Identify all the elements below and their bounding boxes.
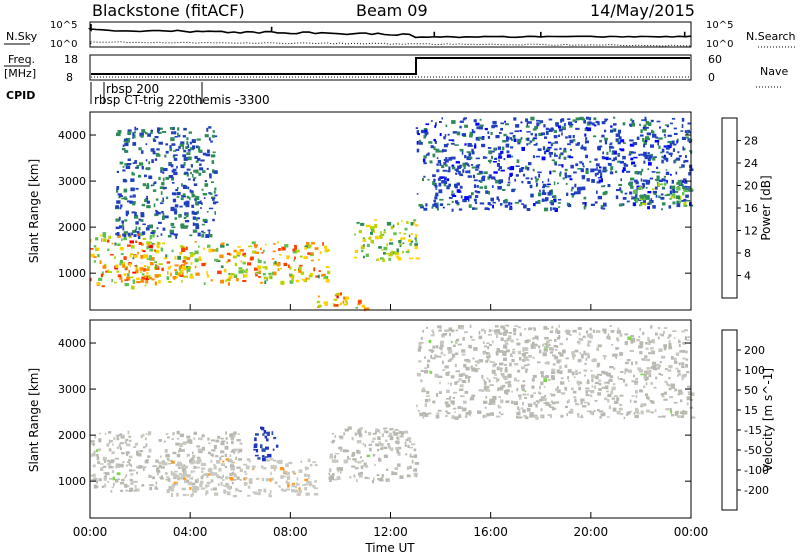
power-feature-4 <box>316 292 370 312</box>
nsky-tick-low: 10^0 <box>50 39 77 50</box>
date-title: 14/May/2015 <box>590 1 695 20</box>
cpid-label: CPID <box>6 89 35 102</box>
colorbar-tick-label: 100 <box>744 364 765 377</box>
colorbar-tick-label: -15 <box>744 424 762 437</box>
cpid-entry-2: rbsp CT-trig 220 <box>94 93 190 107</box>
cpid-entry-1: rbsp 200 <box>106 82 159 96</box>
freq-label: Freq. <box>8 53 35 66</box>
power-feature-2 <box>140 240 331 286</box>
nsearch-tick-low: 10^0 <box>706 39 733 50</box>
velocity-colorbar-label: Velocity [m s^-1] <box>761 368 775 472</box>
colorbar-tick-label: -50 <box>744 444 762 457</box>
nave-tick-high: 60 <box>708 53 722 66</box>
velocity-feature-2 <box>166 458 319 498</box>
velocity-ylabel: Slant Range [km] <box>27 368 41 472</box>
power-heatmap: 1000 2000 3000 4000 <box>58 111 694 312</box>
ytick-label: 2000 <box>58 221 86 234</box>
freq-trace <box>91 57 690 75</box>
freq-tick-low: 8 <box>66 71 73 84</box>
power-feature-1 <box>90 231 155 290</box>
colorbar-tick-label: 200 <box>744 344 765 357</box>
power-feature-5 <box>353 219 420 263</box>
power-feature-7 <box>628 181 693 207</box>
xtick-label: 12:00 <box>373 525 408 539</box>
power-colorbar-frame <box>721 117 738 299</box>
velocity-feature-1 <box>90 430 243 494</box>
station-title: Blackstone (fitACF) <box>92 1 245 20</box>
velocity-colorbar-frame <box>721 329 738 511</box>
colorbar-tick-label: 20 <box>744 180 758 193</box>
nsearch-tick-high: 10^5 <box>706 20 733 31</box>
xtick-label: 04:00 <box>173 525 208 539</box>
velocity-feature-5 <box>416 324 696 420</box>
colorbar-tick-label: 28 <box>744 135 758 148</box>
ytick-label: 1000 <box>58 475 86 488</box>
colorbar-tick-label: 8 <box>744 247 751 260</box>
nsky-label: N.Sky <box>6 30 38 43</box>
freq-panel <box>89 54 692 81</box>
ytick-label: 4000 <box>58 337 86 350</box>
nsky-panel <box>89 21 692 48</box>
ytick-label: 3000 <box>58 175 86 188</box>
xtick-label: 08:00 <box>273 525 308 539</box>
velocity-feature-4 <box>328 426 420 484</box>
ytick-label: 1000 <box>58 267 86 280</box>
power-feature-3 <box>115 126 219 240</box>
colorbar-tick-label: 16 <box>744 202 758 215</box>
colorbar-tick-label: 50 <box>744 384 758 397</box>
colorbar-tick-label: 24 <box>744 157 758 170</box>
nave-label: Nave <box>760 65 788 78</box>
colorbar-tick-label: 4 <box>744 270 751 283</box>
xtick-label: 16:00 <box>473 525 508 539</box>
velocity-heatmap: 1000 2000 3000 4000 <box>58 319 696 519</box>
velocity-feature-3 <box>253 426 279 462</box>
xtick-label: 00:00 <box>674 525 709 539</box>
velocity-colorbar: 200 100 50 15 -15 -50 -100 -200 <box>721 329 769 511</box>
nave-tick-low: 0 <box>708 71 715 84</box>
colorbar-tick-label: -100 <box>744 464 769 477</box>
beam-title: Beam 09 <box>356 1 428 20</box>
nsearch-trace <box>89 41 692 47</box>
nsky-tick-high: 10^5 <box>50 20 77 31</box>
colorbar-tick-label: 15 <box>744 404 758 417</box>
velocity-panel-frame <box>89 319 692 519</box>
power-ylabel: Slant Range [km] <box>27 159 41 263</box>
ytick-label: 4000 <box>58 129 86 142</box>
cpid-entry-3: themis -3300 <box>190 93 270 107</box>
xaxis-label: Time UT <box>364 541 415 554</box>
power-feature-6 <box>415 116 694 212</box>
nsky-trace <box>87 24 692 39</box>
ytick-label: 2000 <box>58 429 86 442</box>
freq-unit: [MHz] <box>4 67 36 80</box>
freq-tick-high: 18 <box>64 53 78 66</box>
power-colorbar: 4 8 12 16 20 24 28 <box>721 117 758 299</box>
xtick-label: 00:00 <box>73 525 108 539</box>
xtick-label: 20:00 <box>574 525 609 539</box>
nsearch-label: N.Search <box>746 30 796 43</box>
ytick-label: 3000 <box>58 383 86 396</box>
colorbar-tick-label: -200 <box>744 484 769 497</box>
power-colorbar-label: Power [dB] <box>759 175 773 240</box>
colorbar-tick-label: 12 <box>744 225 758 238</box>
